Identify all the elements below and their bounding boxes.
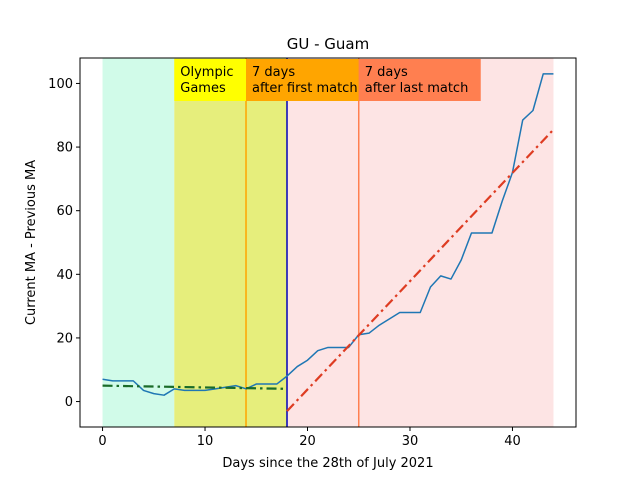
shaded-region [287,58,554,427]
data-line [102,73,554,396]
annotation-text: 7 days after last match [365,65,469,96]
y-tick-label: 100 [48,77,73,92]
x-tick-label: 40 [504,434,521,449]
x-tick-label: 0 [98,434,106,449]
annotation-line: 7 days [252,65,295,80]
annotation-text: Olympic Games [180,65,233,96]
series-lines [102,73,555,412]
y-axis-ticks: 0 20 40 60 80 100 [48,77,80,410]
annotation-line: Olympic [180,65,233,80]
annotation-line: Games [180,81,226,96]
trend-line [286,128,555,412]
annotation-text: 7 days after first match [252,65,358,96]
x-tick-label: 30 [402,434,419,449]
chart-title: GU - Guam [287,35,370,53]
y-tick-label: 80 [56,141,73,156]
x-tick-label: 10 [197,434,214,449]
y-axis-label: Current MA - Previous MA [24,160,39,325]
annotation-line: after last match [365,81,469,96]
shaded-regions [102,58,554,427]
shaded-region [174,58,288,427]
x-axis-ticks: 0 10 20 30 40 [98,427,521,449]
annotation-box: 7 days after last match [358,59,481,101]
shaded-region [102,58,175,427]
annotation-bg [246,59,359,101]
x-axis-label: Days since the 28th of July 2021 [222,456,433,471]
y-tick-label: 40 [56,268,73,283]
plot-frame [79,57,577,428]
annotation-bg [358,59,481,101]
y-tick-label: 0 [65,395,73,410]
y-tick-label: 20 [56,331,73,346]
event-lines [245,58,360,427]
y-tick-label: 60 [56,204,73,219]
annotation-box: 7 days after first match [246,59,359,101]
x-tick-label: 20 [299,434,316,449]
annotation-line: after first match [252,81,358,96]
annotation-box: Olympic Games [174,59,247,101]
annotation-bg [174,59,247,101]
annotation-line: 7 days [365,65,408,80]
